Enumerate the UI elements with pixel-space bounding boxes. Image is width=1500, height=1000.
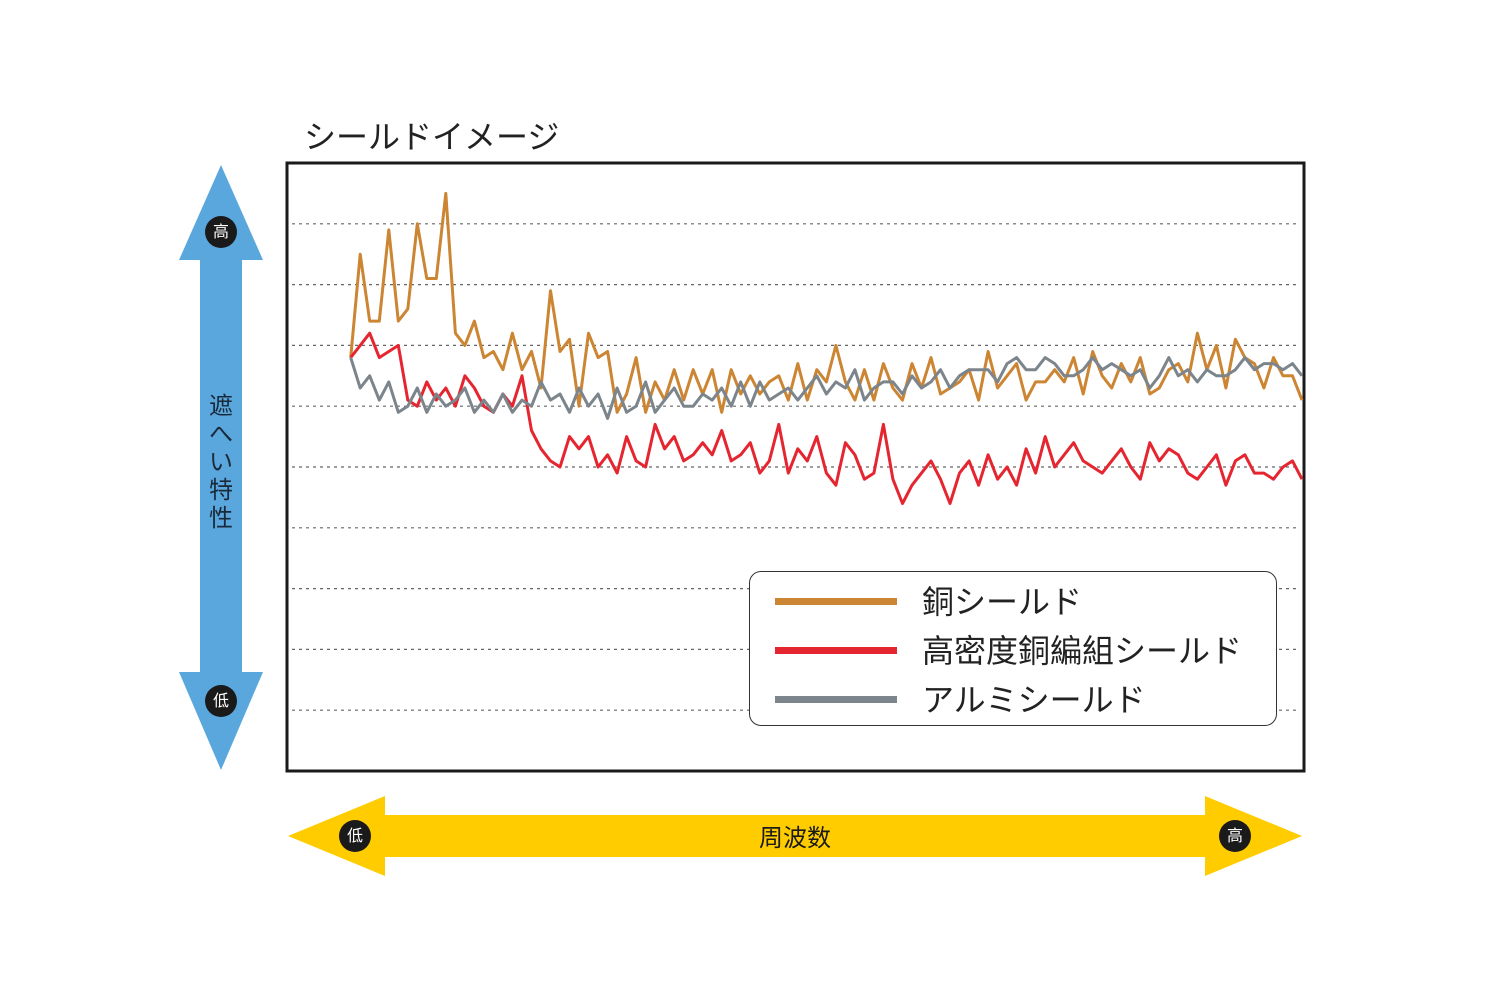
legend-label-aluminum: アルミシールド [922, 681, 1146, 719]
y-axis-low-badge: 低 [205, 685, 237, 717]
legend-swatch-aluminum [775, 696, 897, 703]
series-line-0 [349, 191, 1304, 414]
x-axis-high-badge: 高 [1219, 820, 1251, 852]
y-axis-label: 遮へい特性 [209, 392, 233, 532]
x-axis-low-badge: 低 [339, 820, 371, 852]
legend-label-braid: 高密度銅編組シールド [922, 632, 1243, 670]
series-line-2 [349, 356, 1304, 420]
y-axis-high-badge: 高 [205, 216, 237, 248]
y-axis-arrow [179, 165, 263, 770]
legend-item-braid: 高密度銅編組シールド [750, 629, 1276, 670]
legend-label-copper: 銅シールド [922, 583, 1083, 621]
legend-swatch-braid [775, 647, 897, 654]
x-axis-arrow [288, 796, 1302, 876]
legend-item-aluminum: アルミシールド [750, 678, 1276, 719]
chart-title: シールドイメージ [304, 118, 560, 156]
x-axis-label: 周波数 [759, 824, 831, 852]
series-lines [349, 191, 1304, 505]
series-line-1 [349, 331, 1304, 505]
legend: 銅シールド 高密度銅編組シールド アルミシールド [749, 571, 1277, 726]
legend-item-copper: 銅シールド [750, 580, 1276, 621]
legend-swatch-copper [775, 598, 897, 605]
